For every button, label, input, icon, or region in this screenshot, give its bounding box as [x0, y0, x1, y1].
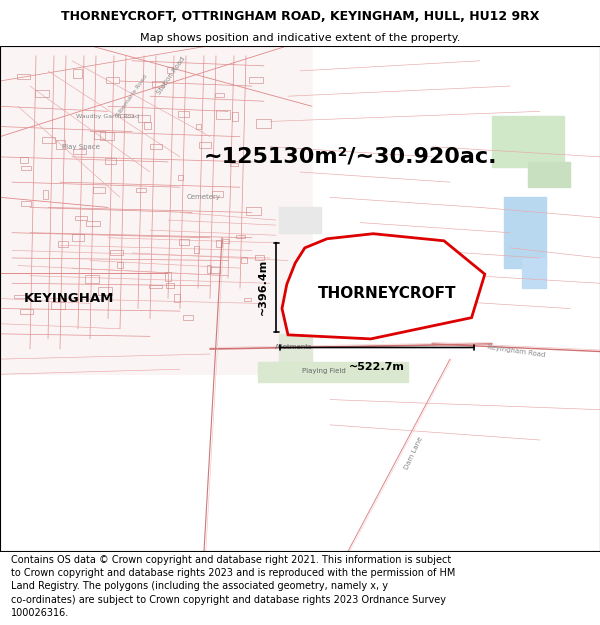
Text: THORNEYCROFT: THORNEYCROFT	[318, 286, 456, 301]
Text: KEYINGHAM: KEYINGHAM	[24, 292, 114, 305]
Bar	[528, 162, 570, 188]
Polygon shape	[0, 46, 312, 374]
Text: Playing Field: Playing Field	[302, 368, 346, 374]
Bar	[522, 258, 546, 288]
Text: ~125130m²/~30.920ac.: ~125130m²/~30.920ac.	[204, 147, 497, 167]
Polygon shape	[282, 234, 485, 339]
Text: Cemetery: Cemetery	[187, 194, 221, 200]
Text: THORNEYCROFT, OTTRINGHAM ROAD, KEYINGHAM, HULL, HU12 9RX: THORNEYCROFT, OTTRINGHAM ROAD, KEYINGHAM…	[61, 10, 539, 23]
Text: Keyingham Road: Keyingham Road	[487, 344, 545, 359]
Text: ~396.4m: ~396.4m	[258, 259, 268, 316]
Text: Map shows position and indicative extent of the property.: Map shows position and indicative extent…	[140, 33, 460, 43]
Bar	[492, 116, 564, 167]
Text: Contains OS data © Crown copyright and database right 2021. This information is : Contains OS data © Crown copyright and d…	[11, 555, 455, 618]
Text: Dam Lane: Dam Lane	[404, 436, 424, 470]
Text: Albemarle Road: Albemarle Road	[116, 74, 148, 118]
Text: Play Space: Play Space	[62, 144, 100, 150]
Text: ~522.7m: ~522.7m	[349, 362, 405, 372]
Polygon shape	[279, 334, 312, 362]
Text: Waudby Garth Road: Waudby Garth Road	[77, 114, 139, 119]
Polygon shape	[258, 362, 408, 382]
Bar	[504, 198, 546, 268]
Text: Station Road: Station Road	[156, 56, 186, 96]
Polygon shape	[279, 208, 321, 232]
Text: Allotments: Allotments	[275, 344, 313, 351]
